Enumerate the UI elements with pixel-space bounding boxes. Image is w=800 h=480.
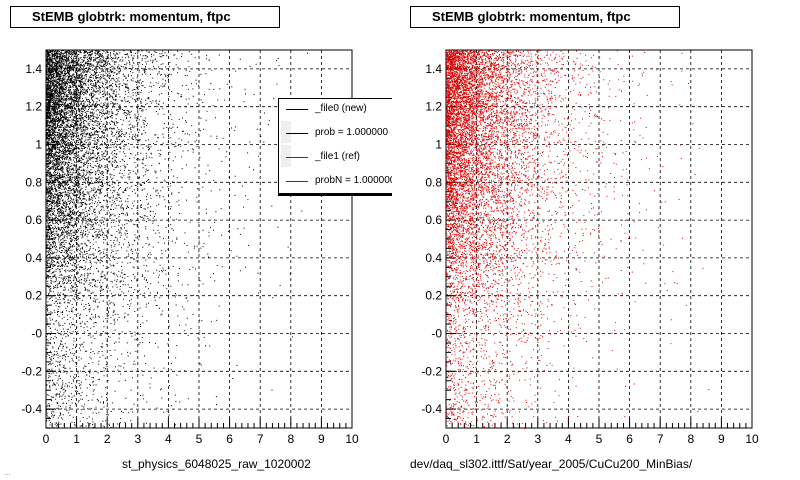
- footer-stamp: ...: [4, 468, 11, 477]
- x-tick-label: 5: [196, 432, 203, 446]
- legend: _file0 (new) prob = 1.000000 _file1 (ref…: [278, 98, 392, 194]
- x-tick-label: 0: [443, 432, 450, 446]
- legend-shade: [281, 145, 291, 167]
- right-x-axis-label: dev/daq_sl302.ittf/Sat/year_2005/CuCu200…: [410, 457, 693, 471]
- y-tick-label: 1.2: [425, 100, 442, 114]
- x-tick-label: 9: [718, 432, 725, 446]
- legend-label-file0: _file0 (new): [315, 103, 367, 114]
- x-tick-label: 1: [73, 432, 80, 446]
- legend-swatch-probn: [286, 181, 308, 182]
- left-plot-title: StEMB globtrk: momentum, ftpc: [10, 6, 280, 28]
- x-tick-label: 8: [287, 432, 294, 446]
- x-tick-label: 2: [104, 432, 111, 446]
- legend-swatch-file1: [286, 157, 308, 158]
- x-tick-label: 3: [534, 432, 541, 446]
- y-tick-label: 0.2: [425, 289, 442, 303]
- legend-label-prob: prob = 1.000000: [315, 127, 389, 138]
- y-tick-label: -0.4: [21, 402, 42, 416]
- y-tick-label: 1: [35, 138, 42, 152]
- left-x-axis-label: st_physics_6048025_raw_1020002: [122, 457, 311, 471]
- legend-swatch-prob: [286, 133, 308, 134]
- legend-entry-prob: prob = 1.000000: [279, 123, 392, 145]
- left-scatter-plot: 0 1 2 3 4 5 6 7 8 9 10 -0.4 -0.2 -0 0.2 0.4 0.6 0.8 1 1.2 1.…: [21, 49, 359, 446]
- right-panel: 0 1 2 3 4 5 6 7 8 9 10 -0.4 -0.2 -0 0.2 0.4 0.6 0.8 1 1.2 1.…: [400, 0, 800, 480]
- legend-entry-file0: _file0 (new): [279, 99, 392, 121]
- y-tick-label: -0: [31, 327, 42, 341]
- y-tick-label: 0.6: [425, 213, 442, 227]
- y-tick-label: 0.8: [425, 175, 442, 189]
- x-tick-label: 8: [687, 432, 694, 446]
- x-tick-label: 7: [657, 432, 664, 446]
- legend-entry-file1: _file1 (ref): [279, 147, 392, 169]
- x-tick-label: 5: [596, 432, 603, 446]
- scatter-points: [46, 50, 308, 429]
- y-tick-label: 1.4: [25, 62, 42, 76]
- y-tick-label: -0.2: [421, 364, 442, 378]
- x-tick-label: 2: [504, 432, 511, 446]
- y-tick-label: 0.6: [25, 213, 42, 227]
- y-tick-label: -0.4: [421, 402, 442, 416]
- y-tick-label: 1.4: [425, 62, 442, 76]
- x-tick-label: 6: [226, 432, 233, 446]
- x-tick-label: 0: [43, 432, 50, 446]
- y-tick-label: 0.4: [425, 251, 442, 265]
- y-tick-label: 1: [435, 138, 442, 152]
- legend-shade: [281, 121, 291, 143]
- x-tick-label: 6: [626, 432, 633, 446]
- y-tick-label: -0: [431, 327, 442, 341]
- data-point-cloud: [446, 50, 710, 429]
- left-panel: 0 1 2 3 4 5 6 7 8 9 10 -0.4 -0.2 -0 0.2 0.4 0.6 0.8 1 1.2 1.…: [4, 6, 392, 477]
- y-tick-label: 0.4: [25, 251, 42, 265]
- data-point-cloud: [46, 50, 308, 429]
- y-tick-label: 1.2: [25, 100, 42, 114]
- right-scatter-plot: 0 1 2 3 4 5 6 7 8 9 10 -0.4 -0.2 -0 0.2 0.4 0.6 0.8 1 1.2 1.…: [421, 49, 759, 446]
- x-tick-label: 1: [473, 432, 480, 446]
- y-tick-label: 0.8: [25, 175, 42, 189]
- x-tick-label: 4: [565, 432, 572, 446]
- right-plot-title: StEMB globtrk: momentum, ftpc: [410, 6, 680, 28]
- y-tick-label: -0.2: [21, 364, 42, 378]
- legend-label-file1: _file1 (ref): [315, 151, 361, 162]
- x-tick-label: 9: [318, 432, 325, 446]
- scatter-points: [446, 50, 710, 429]
- legend-label-probn: probN = 1.000000: [315, 175, 392, 186]
- x-tick-label: 4: [165, 432, 172, 446]
- x-tick-label: 10: [745, 432, 759, 446]
- legend-entry-probn: probN = 1.000000: [279, 171, 392, 193]
- legend-swatch-file0: [286, 109, 308, 110]
- x-tick-label: 10: [345, 432, 359, 446]
- y-tick-label: 0.2: [25, 289, 42, 303]
- x-tick-label: 7: [257, 432, 264, 446]
- x-tick-label: 3: [134, 432, 141, 446]
